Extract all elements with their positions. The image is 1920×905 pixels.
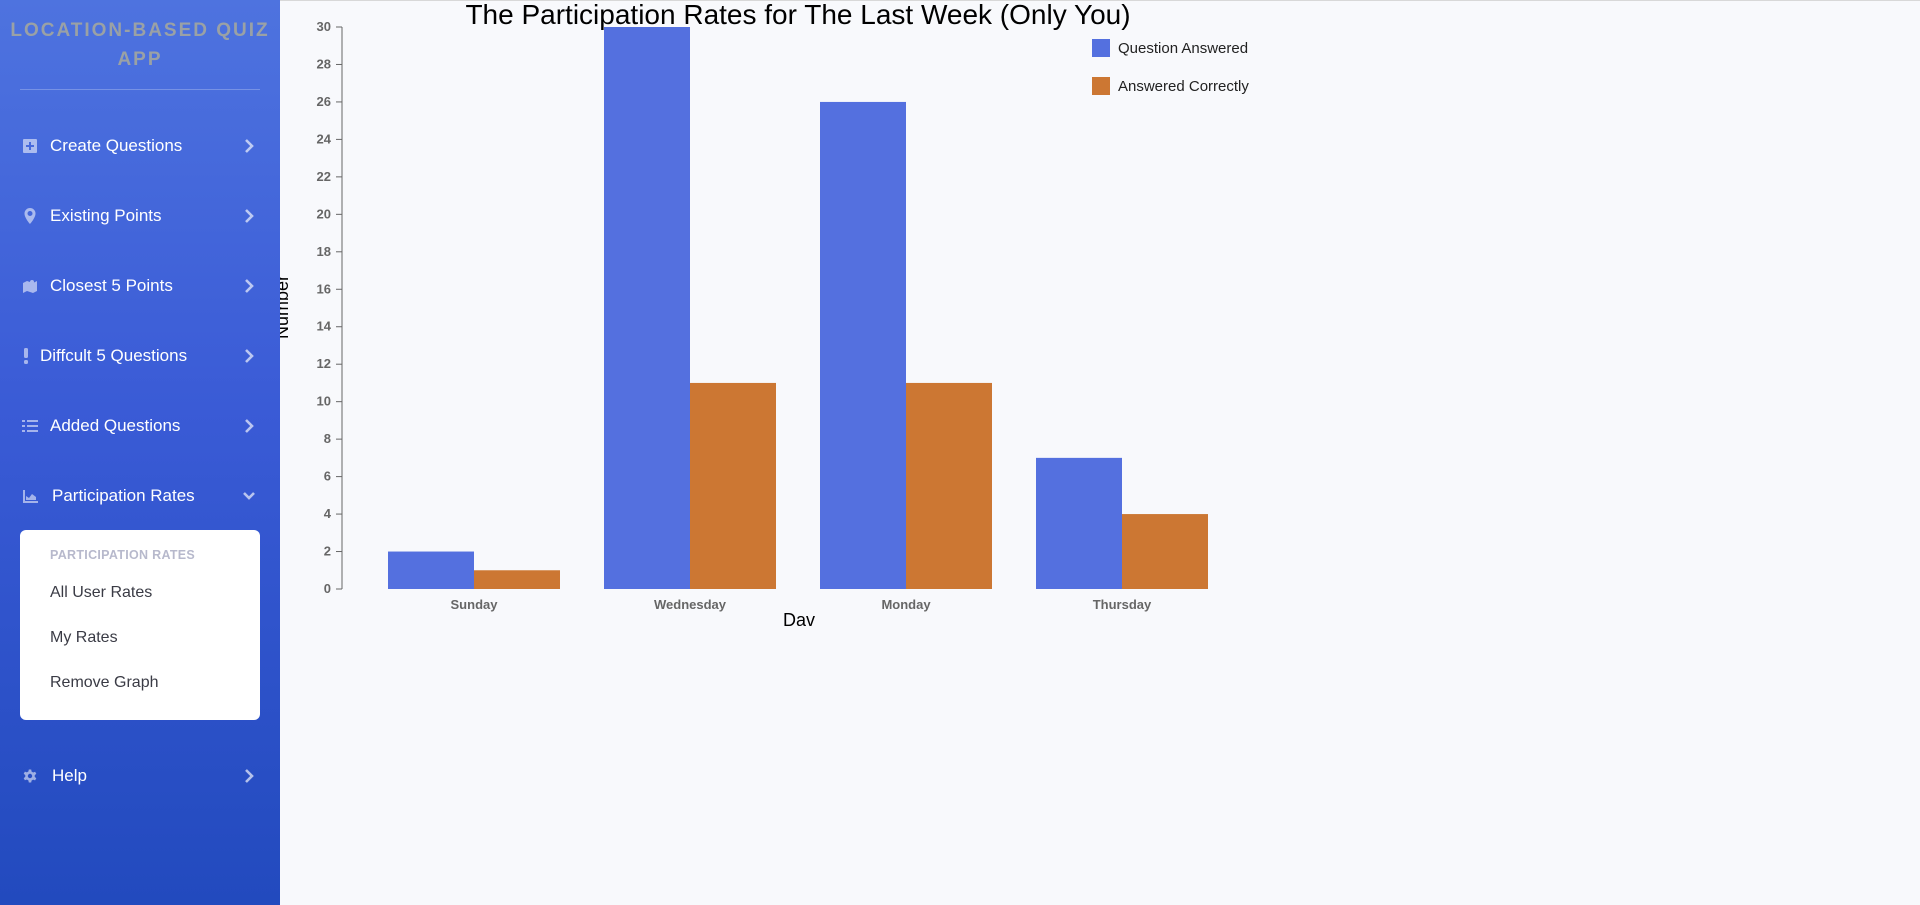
map-marker-icon (20, 206, 40, 226)
y-tick-label: 16 (317, 281, 331, 296)
sidebar-divider (20, 89, 260, 90)
sidebar-item-label: Added Questions (50, 416, 181, 435)
chevron-right-icon (242, 347, 256, 365)
chevron-right-icon (242, 417, 256, 435)
y-tick-label: 2 (324, 544, 331, 559)
bar-correct-wednesday[interactable] (690, 382, 776, 589)
bar-answered-monday[interactable] (820, 101, 906, 589)
y-axis-title: Number (280, 275, 292, 339)
list-icon (20, 416, 40, 436)
sidebar-item-label: Participation Rates (52, 486, 195, 505)
submenu-item-my-rates[interactable]: My Rates (50, 629, 118, 646)
participation-chart: The Participation Rates for The Last Wee… (280, 1, 1249, 630)
main-content: The Participation Rates for The Last Wee… (280, 0, 1920, 905)
y-tick-label: 0 (324, 581, 331, 596)
y-tick-label: 12 (317, 356, 331, 371)
chevron-right-icon (242, 207, 256, 225)
chevron-right-icon (242, 137, 256, 155)
y-tick-label: 8 (324, 431, 331, 446)
chart-title: The Participation Rates for The Last Wee… (465, 1, 1130, 30)
y-tick-label: 20 (317, 206, 331, 221)
submenu-header: PARTICIPATION RATES (50, 548, 196, 562)
x-tick-label: Monday (881, 597, 931, 612)
y-tick-label: 4 (324, 506, 332, 521)
x-tick-label: Sunday (451, 597, 499, 612)
chart-legend: Question Answered Answered Correctly (1092, 39, 1249, 95)
bar-answered-thursday[interactable] (1036, 457, 1122, 589)
sidebar-item-label: Closest 5 Points (50, 276, 173, 295)
y-tick-label: 28 (317, 56, 331, 71)
chevron-down-icon (242, 487, 256, 505)
submenu-item-remove-graph[interactable]: Remove Graph (50, 674, 159, 691)
legend-label: Answered Correctly (1118, 78, 1249, 95)
x-tick-label: Thursday (1093, 597, 1152, 612)
submenu-item-all-user-rates[interactable]: All User Rates (50, 584, 153, 601)
legend-label: Question Answered (1118, 40, 1248, 57)
y-tick-label: 10 (317, 394, 331, 409)
sidebar-item-help[interactable]: Help (0, 751, 280, 801)
bars (388, 27, 1208, 589)
y-tick-label: 26 (317, 94, 331, 109)
x-tick-label: Wednesday (654, 597, 727, 612)
sidebar-item-label: Existing Points (50, 206, 162, 225)
bar-answered-wednesday[interactable] (604, 27, 690, 589)
y-tick-label: 14 (317, 319, 332, 334)
bar-correct-thursday[interactable] (1122, 514, 1208, 589)
gear-icon (20, 766, 40, 786)
participation-rates-submenu: PARTICIPATION RATES All User Rates My Ra… (20, 530, 260, 720)
sidebar-item-label: Diffcult 5 Questions (40, 346, 188, 365)
area-chart-icon (20, 486, 40, 506)
sidebar-item-participation-rates[interactable]: Participation Rates (0, 471, 280, 521)
bar-correct-sunday[interactable] (474, 570, 560, 589)
y-tick-label: 18 (317, 244, 331, 259)
bar-answered-sunday[interactable] (388, 551, 474, 589)
y-tick-label: 22 (317, 169, 331, 184)
sidebar-item-create-questions[interactable]: Create Questions (0, 121, 280, 171)
y-tick-label: 6 (324, 469, 331, 484)
sidebar-item-label: Help (52, 766, 87, 785)
y-tick-label: 24 (317, 131, 332, 146)
chevron-right-icon (242, 277, 256, 295)
map-icon (20, 276, 40, 296)
sidebar: LOCATION-BASED QUIZ APP Create Questions… (0, 0, 280, 905)
legend-swatch (1092, 39, 1110, 57)
y-tick-label: 30 (317, 19, 331, 34)
sidebar-item-existing-points[interactable]: Existing Points (0, 191, 280, 241)
sidebar-item-closest-points[interactable]: Closest 5 Points (0, 261, 280, 311)
sidebar-item-added-questions[interactable]: Added Questions (0, 401, 280, 451)
sidebar-item-difficult-questions[interactable]: Diffcult 5 Questions (0, 331, 280, 381)
legend-swatch (1092, 77, 1110, 95)
app-brand[interactable]: LOCATION-BASED QUIZ APP (10, 19, 270, 70)
x-axis: Sunday Wednesday Monday Thursday (451, 597, 1153, 612)
chevron-right-icon (242, 767, 256, 785)
sidebar-item-label: Create Questions (50, 136, 183, 155)
x-axis-title: Dav (783, 610, 815, 630)
plus-square-icon (20, 136, 40, 156)
bar-correct-monday[interactable] (906, 382, 992, 589)
exclamation-icon (20, 346, 32, 366)
